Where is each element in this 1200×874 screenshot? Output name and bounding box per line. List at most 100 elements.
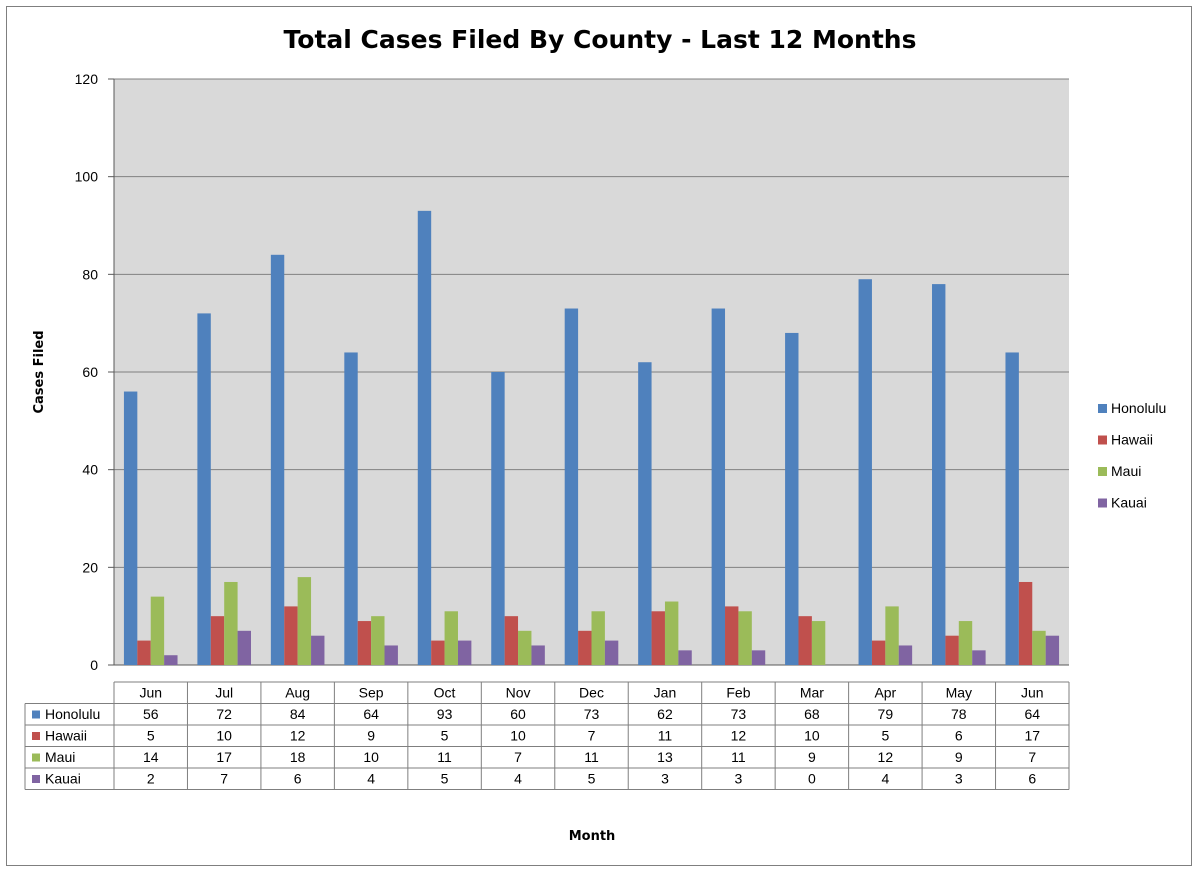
y-tick-label: 120: [75, 71, 99, 87]
bar-honolulu: [564, 308, 579, 665]
bar-hawaii: [431, 640, 445, 665]
bar-maui: [297, 577, 312, 665]
bar-honolulu: [123, 391, 138, 665]
legend-label: Hawaii: [1111, 432, 1153, 448]
data-label: 9: [955, 749, 963, 765]
x-axis-title: Month: [569, 829, 616, 844]
data-label: 12: [731, 728, 747, 744]
bar-maui: [591, 611, 605, 665]
x-tick-label: Jul: [215, 685, 233, 701]
legend-label: Kauai: [1111, 495, 1147, 511]
bar-maui: [518, 630, 532, 665]
bar-hawaii: [1018, 581, 1033, 665]
bar-hawaii: [945, 635, 959, 665]
data-label: 78: [951, 706, 967, 722]
data-label: 73: [584, 706, 600, 722]
bar-honolulu: [711, 308, 726, 665]
bar-hawaii: [651, 611, 665, 665]
bar-hawaii: [725, 606, 739, 665]
data-label: 5: [441, 728, 449, 744]
data-label: 2: [147, 771, 155, 787]
data-label: 72: [216, 706, 232, 722]
y-tick-label: 100: [75, 169, 99, 185]
x-tick-label: Feb: [726, 685, 750, 701]
data-label: 9: [808, 749, 816, 765]
x-tick-label: Jun: [139, 685, 162, 701]
bar-hawaii: [357, 621, 372, 665]
table-legend-key: [32, 775, 40, 783]
bar-kauai: [604, 640, 619, 665]
bar-honolulu: [932, 284, 946, 665]
bar-maui: [371, 616, 385, 665]
data-label: 10: [216, 728, 232, 744]
bar-honolulu: [197, 313, 211, 665]
bar-honolulu: [270, 254, 285, 666]
x-tick-label: Dec: [579, 685, 604, 701]
table-row-label: Maui: [45, 749, 75, 765]
bar-hawaii: [578, 630, 592, 665]
data-label: 11: [731, 749, 746, 765]
bar-maui: [150, 596, 165, 665]
x-tick-label: May: [946, 685, 972, 701]
bar-kauai: [164, 655, 178, 665]
bar-hawaii: [210, 616, 225, 665]
bar-honolulu: [638, 362, 652, 665]
bar-kauai: [311, 635, 325, 665]
data-label: 73: [731, 706, 747, 722]
data-label: 12: [878, 749, 894, 765]
data-label: 12: [290, 728, 306, 744]
x-tick-label: Mar: [800, 685, 824, 701]
data-label: 7: [514, 749, 522, 765]
y-tick-label: 20: [82, 559, 98, 575]
data-label: 79: [878, 706, 894, 722]
x-tick-label: Apr: [874, 685, 896, 701]
data-label: 5: [588, 771, 596, 787]
data-label: 4: [881, 771, 889, 787]
data-label: 64: [363, 706, 379, 722]
data-label: 7: [588, 728, 596, 744]
data-label: 3: [735, 771, 743, 787]
bar-kauai: [237, 630, 251, 665]
legend: Honolulu Hawaii Maui Kauai: [1098, 400, 1166, 511]
bar-maui: [444, 611, 458, 665]
bar-hawaii: [504, 616, 519, 665]
data-label: 14: [143, 749, 159, 765]
data-label: 11: [437, 749, 452, 765]
table-legend-key: [32, 753, 40, 762]
bar-kauai: [457, 640, 472, 665]
x-tick-label: Aug: [285, 685, 310, 701]
bar-honolulu: [344, 352, 358, 665]
chart-frame: [6, 6, 1192, 866]
bar-kauai: [898, 645, 913, 665]
data-label: 10: [804, 728, 820, 744]
data-label: 4: [514, 771, 522, 787]
bar-hawaii: [284, 606, 298, 665]
data-label: 9: [367, 728, 375, 744]
data-label: 64: [1024, 706, 1040, 722]
data-label: 5: [881, 728, 889, 744]
bar-maui: [738, 611, 752, 665]
data-label: 6: [955, 728, 963, 744]
table-row-label: Honolulu: [45, 706, 100, 722]
bar-maui: [811, 621, 826, 665]
data-label: 17: [216, 749, 232, 765]
x-tick-label: Jun: [1021, 685, 1044, 701]
legend-label: Honolulu: [1111, 400, 1166, 416]
data-label: 7: [1028, 749, 1036, 765]
data-label: 68: [804, 706, 820, 722]
y-tick-label: 0: [90, 657, 98, 673]
x-tick-label: Sep: [359, 685, 384, 701]
data-label: 93: [437, 706, 453, 722]
plot-area: 0 20 40 60 80 100 120: [75, 71, 1069, 673]
bar-kauai: [972, 650, 986, 665]
bar-kauai: [384, 645, 398, 665]
bar-honolulu: [858, 279, 872, 665]
table-legend-key: [32, 732, 40, 740]
data-label: 60: [510, 706, 526, 722]
legend-label: Maui: [1111, 463, 1141, 479]
legend-key-maui: [1098, 467, 1107, 476]
bar-honolulu: [785, 332, 799, 665]
bar-honolulu: [491, 372, 505, 665]
bar-maui: [224, 581, 238, 665]
